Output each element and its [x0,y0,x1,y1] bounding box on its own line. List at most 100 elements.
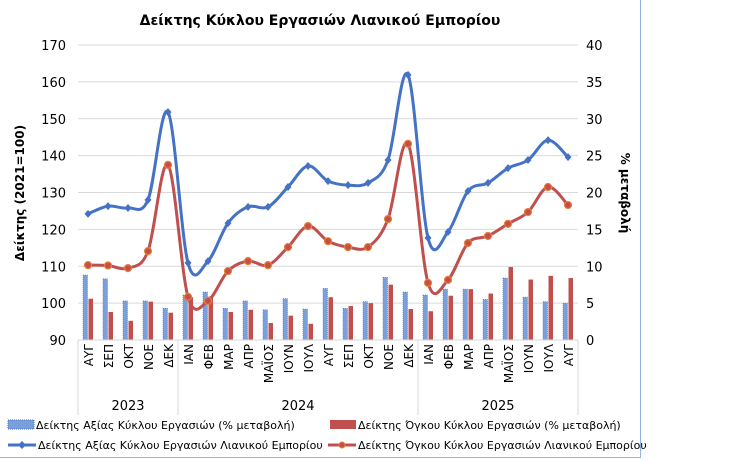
y-tick-label: 120 [41,223,66,238]
bar-volume-change [468,289,473,340]
y-tick-label: 110 [41,260,66,275]
marker-value-index [344,181,352,190]
bar-volume-change [168,312,173,340]
marker-value-index [144,195,152,204]
marker-value-index [204,257,212,266]
x-tick-label: ΦΕΒ [202,344,216,369]
marker-value-index [224,219,232,228]
marker-value-index [484,178,492,187]
bar-volume-change [328,297,333,340]
bar-value-change [322,288,328,341]
bar-volume-change [548,275,553,340]
bar-value-change [542,301,548,341]
x-tick-label: ΑΥΓ [322,344,336,367]
bar-value-change [182,294,188,341]
x-tick-label: ΝΟΕ [382,344,396,370]
bar-volume-change [568,278,573,340]
chart-title: Δείκτης Κύκλου Εργασιών Λιανικού Εμπορίο… [140,13,501,29]
marker-volume-index [203,296,213,306]
y2-tick-label: 35 [586,76,603,91]
marker-value-index [524,156,532,165]
y-tick-label: 160 [41,76,66,91]
bar-value-change [102,278,108,341]
x-tick-label: ΑΥΓ [82,344,96,367]
marker-volume-index [463,238,473,248]
marker-value-index [244,202,252,211]
y-tick-label: 100 [41,297,66,312]
bar-value-change [282,298,288,341]
x-tick-label: ΣΕΠ [342,344,356,368]
marker-value-index [424,233,432,242]
x-tick-label: ΙΑΝ [422,344,436,365]
x-tick-label: ΜΑΡ [222,344,236,370]
marker-volume-index [103,261,113,270]
bar-value-change [122,300,128,341]
x-tick-label: ΟΚΤ [122,343,136,368]
bar-value-change [502,277,508,341]
marker-volume-index [563,200,573,210]
y2-tick-label: 15 [586,223,603,238]
marker-volume-index [183,292,193,301]
bar-value-change [482,299,488,341]
line-volume-index [87,141,570,311]
marker-value-index [264,202,272,211]
marker-value-index [504,164,512,173]
bar-value-change [382,277,388,341]
x-tick-label: ΑΥΓ [562,344,576,367]
bar-volume-change [288,315,293,340]
marker-value-index [444,227,452,236]
x-tick-label: ΙΟΥΛ [302,343,316,372]
legend-label-volume-change: Δείκτης Όγκου Κύκλου Εργασιών (% μεταβολ… [358,419,621,432]
marker-value-index [304,161,312,170]
marker-value-index [184,258,192,267]
marker-volume-index [343,242,353,252]
x-tick-label: ΙΟΥΝ [522,344,536,373]
bar-volume-change [248,309,253,340]
marker-value-index [284,182,292,191]
x-tick-label: ΑΠΡ [242,344,256,368]
bar-value-change [362,301,368,341]
y2-tick-label: 25 [586,150,603,165]
legend-label-value-change: Δείκτης Αξίας Κύκλου Εργασιών (% μεταβολ… [36,419,295,432]
marker-volume-index [443,275,453,284]
marker-volume-index [283,242,293,252]
bar-value-change [402,291,408,341]
bar-value-change [522,296,528,341]
bar-value-change [82,274,88,341]
marker-value-index [324,177,332,186]
marker-value-index [544,136,552,145]
x-tick-label: ΔΕΚ [402,343,416,368]
bar-volume-change [528,279,533,340]
y-tick-label: 90 [49,334,66,349]
marker-volume-index [123,263,133,273]
bar-volume-change [148,301,153,340]
y-tick-label: 130 [41,187,66,202]
bar-volume-change [408,309,413,340]
bar-value-change [422,294,428,341]
bar-value-change [222,307,228,341]
x-tick-label: ΙΟΥΝ [282,344,296,373]
legend-label-value-index: Δείκτης Αξίας Κύκλου Εργασιών Λιανικού Ε… [38,439,323,452]
marker-volume-index [243,256,253,266]
marker-volume-index [163,160,173,169]
bar-volume-change [308,323,313,340]
marker-volume-index [303,221,313,231]
y-axis-title: Δείκτης (2021=100) [13,125,27,261]
bar-volume-change [348,306,353,340]
marker-value-index [104,202,112,211]
x-tick-label: ΑΠΡ [482,344,496,368]
bar-volume-change [428,311,433,340]
marker-volume-index [523,207,533,217]
marker-volume-index [263,261,273,270]
y2-tick-label: 40 [586,39,603,54]
x-tick-label: ΟΚΤ [362,343,376,368]
y2-tick-label: 30 [586,113,603,128]
bar-value-change [242,300,248,341]
marker-value-index [564,153,572,162]
marker-volume-index [323,237,333,246]
legend-label-volume-index: Δείκτης Όγκου Κύκλου Εργασιών Λιανικού Ε… [358,439,647,452]
bar-volume-change [508,266,513,340]
marker-value-index [84,209,92,218]
marker-volume-index [403,139,413,148]
